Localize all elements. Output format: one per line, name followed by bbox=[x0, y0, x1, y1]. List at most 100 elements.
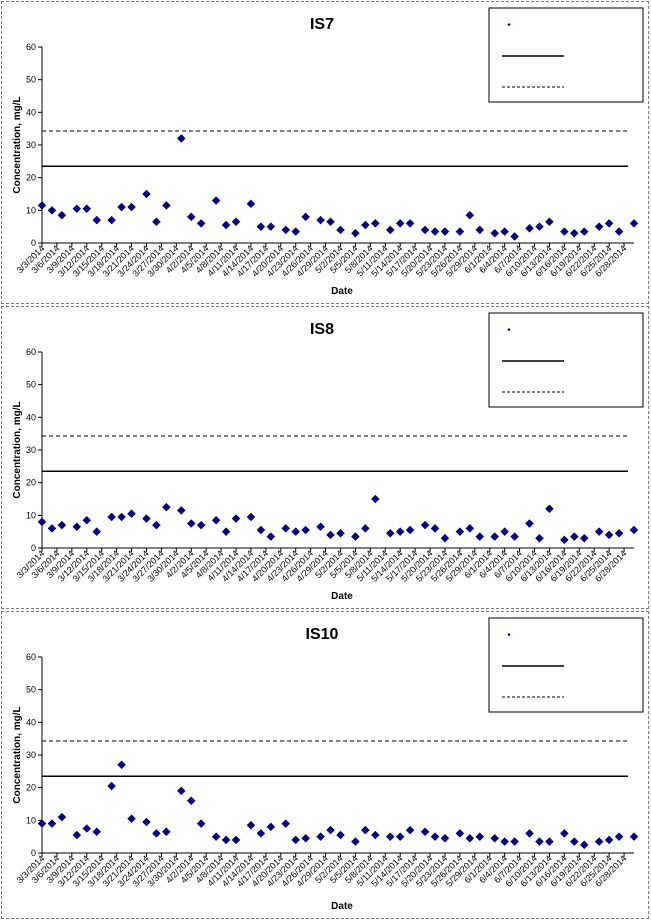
data-point bbox=[326, 530, 335, 540]
data-point bbox=[510, 532, 519, 541]
data-point bbox=[629, 832, 639, 842]
data-point bbox=[316, 832, 325, 842]
data-point bbox=[490, 532, 500, 541]
data-point bbox=[405, 219, 415, 228]
data-point bbox=[117, 760, 126, 770]
data-point bbox=[500, 837, 510, 846]
data-point bbox=[142, 817, 151, 827]
y-tick-label: 50 bbox=[26, 75, 36, 85]
data-point bbox=[604, 530, 614, 540]
data-point bbox=[162, 827, 171, 837]
data-point bbox=[594, 222, 604, 232]
data-point bbox=[176, 786, 186, 796]
chart-panel-is10: IS10 Concentration, mg/L Date 0 10 20 30 40 50 60… bbox=[1, 611, 649, 919]
legend-marker-icon bbox=[507, 23, 511, 27]
y-axis-title: Concentration, mg/L bbox=[12, 401, 23, 498]
data-point bbox=[127, 202, 136, 212]
data-point bbox=[395, 219, 405, 228]
y-tick-label: 50 bbox=[26, 380, 36, 390]
legend bbox=[488, 617, 644, 713]
data-point bbox=[37, 819, 47, 828]
y-tick-label: 10 bbox=[26, 815, 36, 825]
data-point bbox=[455, 829, 465, 838]
data-point bbox=[142, 189, 151, 199]
data-point bbox=[614, 832, 624, 842]
data-point bbox=[579, 227, 589, 236]
data-point bbox=[395, 832, 405, 842]
data-point bbox=[455, 527, 465, 537]
data-point bbox=[351, 228, 360, 238]
y-tick-label: 40 bbox=[26, 107, 36, 117]
y-tick-label: 40 bbox=[26, 412, 36, 422]
data-point bbox=[510, 837, 519, 846]
data-point bbox=[92, 527, 102, 537]
data-point bbox=[281, 524, 291, 533]
data-point bbox=[440, 833, 450, 843]
data-point bbox=[361, 825, 370, 835]
data-point bbox=[72, 204, 82, 214]
data-point bbox=[545, 504, 554, 514]
y-tick-label: 20 bbox=[26, 173, 36, 183]
data-point bbox=[351, 532, 360, 541]
data-point bbox=[196, 520, 206, 530]
data-point bbox=[57, 520, 67, 530]
data-point bbox=[196, 819, 206, 828]
y-tick-label: 0 bbox=[31, 238, 36, 248]
data-point bbox=[535, 837, 544, 846]
data-point bbox=[246, 512, 256, 522]
data-point bbox=[525, 223, 534, 233]
data-point bbox=[266, 822, 276, 832]
data-point bbox=[127, 509, 136, 519]
data-point bbox=[57, 812, 67, 822]
data-point bbox=[221, 527, 231, 537]
y-axis-title: Concentration, mg/L bbox=[12, 96, 23, 193]
chart-panel-is7: IS7 Concentration, mg/L Date 0 10 20 30 40 50 60 3… bbox=[1, 1, 649, 304]
data-point bbox=[370, 219, 380, 228]
x-axis-title: Date bbox=[331, 286, 353, 297]
data-point bbox=[405, 525, 415, 535]
y-tick-label: 30 bbox=[26, 445, 36, 455]
data-point bbox=[604, 219, 614, 228]
data-point bbox=[395, 527, 405, 537]
data-point bbox=[47, 205, 57, 215]
data-point bbox=[361, 524, 370, 533]
data-point bbox=[579, 840, 589, 850]
data-point bbox=[326, 825, 335, 835]
data-point bbox=[430, 832, 440, 842]
data-point bbox=[405, 825, 415, 835]
data-point bbox=[490, 833, 500, 843]
data-point bbox=[420, 827, 430, 837]
data-point bbox=[545, 837, 554, 846]
data-point bbox=[266, 532, 276, 541]
data-point bbox=[107, 215, 117, 225]
data-point bbox=[301, 212, 311, 222]
data-point bbox=[545, 217, 554, 227]
data-point bbox=[569, 837, 579, 846]
data-point bbox=[440, 533, 450, 543]
data-point bbox=[117, 202, 126, 212]
y-tick-label: 60 bbox=[26, 347, 36, 357]
data-point bbox=[211, 196, 221, 205]
y-tick-label: 30 bbox=[26, 140, 36, 150]
data-point bbox=[231, 835, 241, 845]
data-point bbox=[186, 212, 196, 222]
y-tick-label: 20 bbox=[26, 478, 36, 488]
data-point bbox=[361, 220, 370, 230]
chart-title: IS8 bbox=[310, 321, 334, 338]
data-point bbox=[47, 819, 57, 828]
data-point bbox=[336, 528, 345, 538]
data-point bbox=[316, 215, 325, 225]
data-point bbox=[142, 514, 151, 523]
data-point bbox=[57, 210, 67, 220]
y-axis-title: Concentration, mg/L bbox=[12, 706, 23, 803]
y-tick-label: 30 bbox=[26, 750, 36, 760]
data-point bbox=[475, 832, 485, 842]
data-point bbox=[37, 517, 47, 527]
data-point bbox=[82, 515, 92, 525]
y-tick-label: 20 bbox=[26, 783, 36, 793]
data-point bbox=[47, 524, 57, 533]
data-point bbox=[614, 528, 624, 538]
data-point bbox=[211, 832, 221, 842]
data-point bbox=[629, 525, 639, 535]
data-point bbox=[256, 829, 266, 838]
